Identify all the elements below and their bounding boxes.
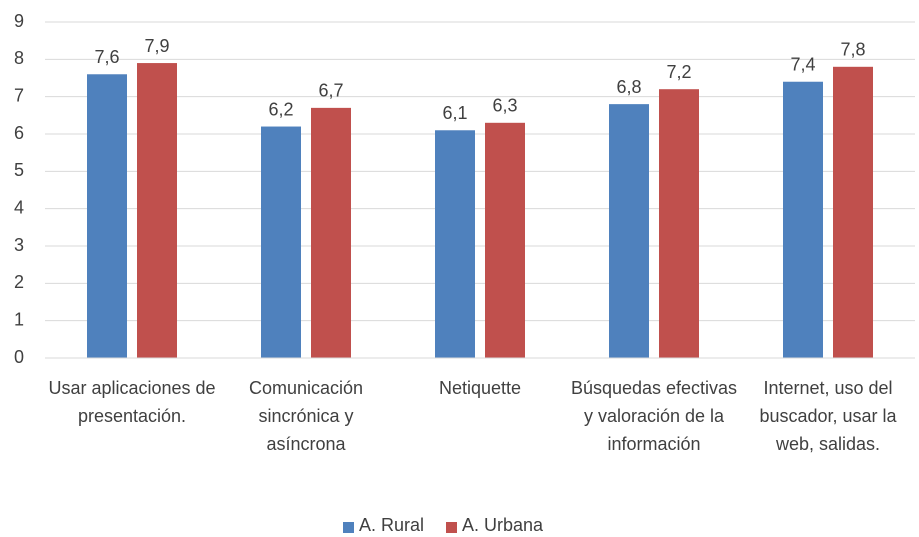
bar <box>311 107 351 358</box>
y-tick-label: 6 <box>14 123 24 143</box>
bar <box>87 74 127 359</box>
x-tick-label: Búsquedas efectivas y valoración de la i… <box>570 378 738 454</box>
legend-swatch <box>343 522 354 533</box>
data-label: 7,6 <box>94 47 119 67</box>
bar <box>261 126 301 359</box>
y-tick-label: 8 <box>14 48 24 68</box>
data-label: 7,8 <box>840 40 865 60</box>
y-tick-label: 0 <box>14 347 24 367</box>
legend-swatch <box>446 522 457 533</box>
bar <box>833 66 873 359</box>
y-tick-label: 2 <box>14 272 24 292</box>
y-tick-label: 5 <box>14 160 24 180</box>
y-tick-label: 9 <box>14 11 24 31</box>
bar <box>485 122 525 358</box>
bar <box>783 81 823 358</box>
x-tick-label: Netiquette <box>438 378 522 398</box>
data-label: 6,7 <box>318 81 343 101</box>
data-label: 7,4 <box>790 54 815 74</box>
y-tick-label: 7 <box>14 85 24 105</box>
y-tick-label: 4 <box>14 197 24 217</box>
data-label: 7,9 <box>144 36 169 56</box>
x-tick-label: Usar aplicaciones de presentación. <box>48 378 216 426</box>
bar <box>609 104 649 358</box>
legend-label: A. Rural <box>359 515 425 535</box>
bar <box>435 130 475 358</box>
data-label: 6,2 <box>268 99 293 119</box>
legend-label: A. Urbana <box>462 515 544 535</box>
bar <box>137 63 177 359</box>
y-tick-label: 1 <box>14 309 24 329</box>
bar <box>659 89 699 358</box>
data-label: 6,3 <box>492 96 517 116</box>
x-tick-label: Comunicación sincrónica y asíncrona <box>248 378 364 454</box>
data-label: 6,1 <box>442 103 467 123</box>
data-label: 6,8 <box>616 77 641 97</box>
x-tick-label: Internet, uso del buscador, usar la web,… <box>759 378 897 454</box>
y-tick-label: 3 <box>14 235 24 255</box>
data-label: 7,2 <box>666 62 691 82</box>
